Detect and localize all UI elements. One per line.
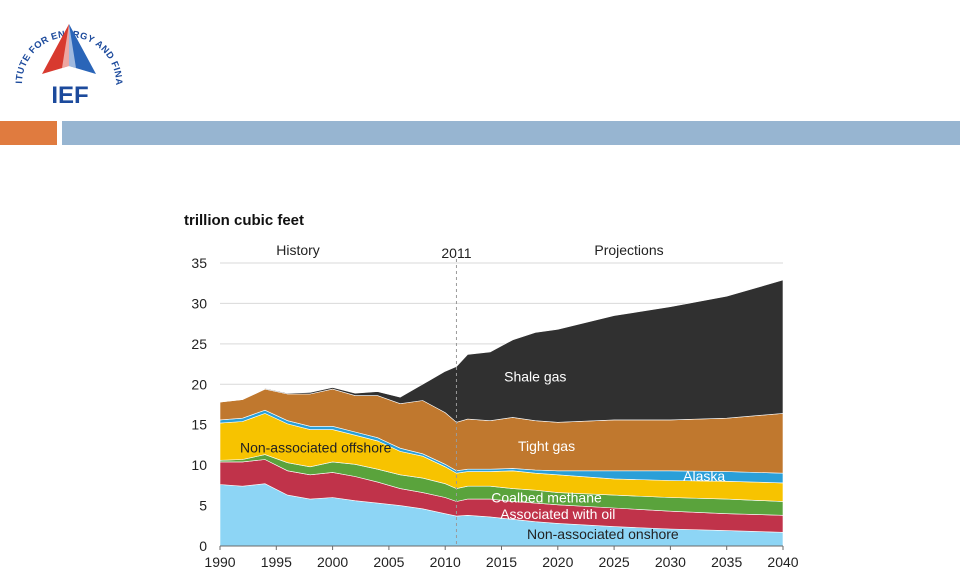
x-tick-label-2025: 2025 <box>599 554 630 570</box>
region-label-projections: Projections <box>594 242 663 258</box>
y-tick-label-5: 5 <box>199 498 207 514</box>
x-tick-label-2005: 2005 <box>373 554 404 570</box>
y-tick-label-0: 0 <box>199 538 207 554</box>
x-tick-label-2015: 2015 <box>486 554 517 570</box>
label-shale-gas: Shale gas <box>504 369 566 385</box>
label-coalbed-methane: Coalbed methane <box>491 490 602 506</box>
x-tick-label-1995: 1995 <box>261 554 292 570</box>
area-shale-gas <box>219 279 784 423</box>
x-tick-label-2020: 2020 <box>542 554 573 570</box>
label-tight-gas: Tight gas <box>518 438 575 454</box>
x-tick-label-2035: 2035 <box>711 554 742 570</box>
label-non-associated-offshore: Non-associated offshore <box>240 440 392 456</box>
divider-label: 2011 <box>441 245 471 261</box>
x-tick-label-2000: 2000 <box>317 554 348 570</box>
y-tick-label-15: 15 <box>191 417 207 433</box>
x-tick-label-2040: 2040 <box>767 554 798 570</box>
y-tick-label-35: 35 <box>191 255 207 271</box>
header-bar <box>62 121 960 145</box>
chart-areas <box>219 279 784 547</box>
region-label-history: History <box>276 242 320 258</box>
x-tick-label-2010: 2010 <box>430 554 461 570</box>
logo-triangle-icon <box>42 24 96 74</box>
chart-unit-label: trillion cubic feet <box>184 212 304 229</box>
y-tick-label-20: 20 <box>191 376 207 392</box>
logo-abbreviation: IEF <box>51 82 88 109</box>
y-tick-label-10: 10 <box>191 457 207 473</box>
label-associated-with-oil: Associated with oil <box>500 506 615 522</box>
chart-series-labels: Non-associated onshore Associated with oi… <box>240 369 725 542</box>
y-tick-label-30: 30 <box>191 295 207 311</box>
x-tick-label-2030: 2030 <box>655 554 686 570</box>
y-tick-label-25: 25 <box>191 336 207 352</box>
ief-logo: INSTITUTE FOR ENERGY AND FINANCE IEF <box>4 2 125 109</box>
label-alaska: Alaska <box>683 468 725 484</box>
label-non-associated-onshore: Non-associated onshore <box>527 526 679 542</box>
header-accent-bar <box>0 121 57 145</box>
chart-divider: 2011 History Projections <box>276 242 664 546</box>
x-tick-label-1990: 1990 <box>204 554 235 570</box>
